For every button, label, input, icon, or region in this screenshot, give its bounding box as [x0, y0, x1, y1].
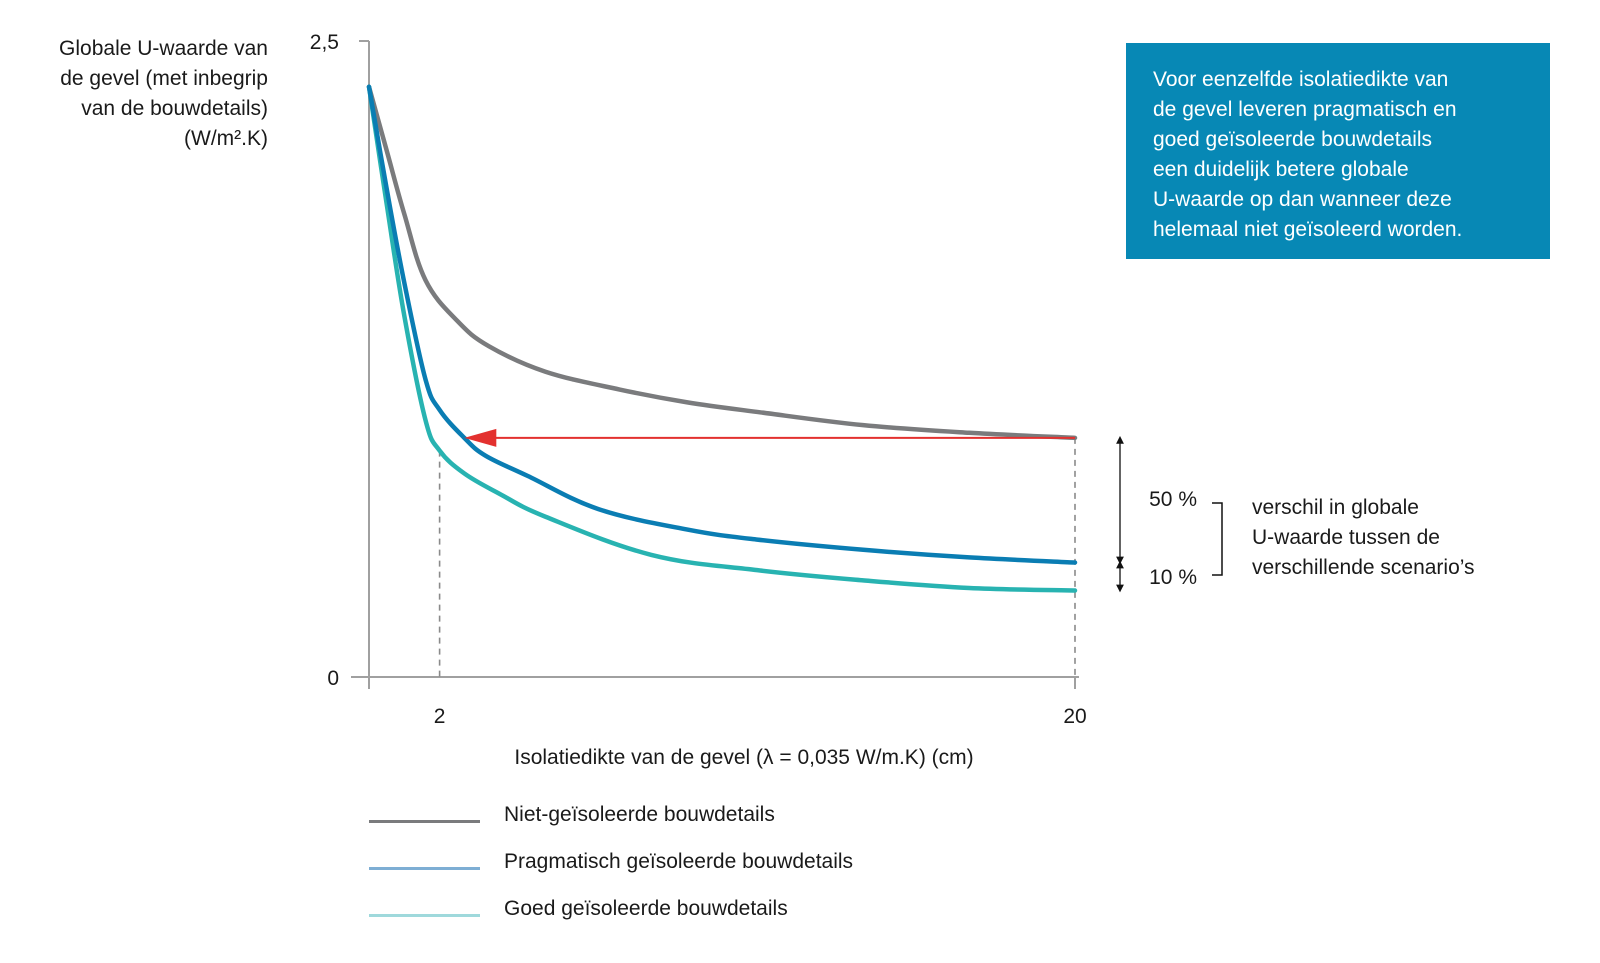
chart-plot: 0 2,5 2 20 Isolatiedikte van de gevel (λ… — [310, 31, 1223, 769]
legend-label: Pragmatisch geïsoleerde bouwdetails — [504, 850, 854, 873]
series-line-1 — [366, 84, 1078, 565]
y-axis-title-line: van de bouwdetails) — [81, 97, 268, 120]
legend-item: Pragmatisch geïsoleerde bouwdetails — [369, 847, 969, 877]
legend-item: Niet-geïsoleerde bouwdetails — [369, 800, 969, 830]
legend-swatch — [369, 914, 480, 917]
info-box-line: Voor eenzelfde isolatiedikte van — [1153, 68, 1449, 91]
y-axis-title: Globale U-waarde van de gevel (met inbeg… — [0, 34, 268, 154]
info-box-line: een duidelijk betere globale — [1153, 158, 1409, 181]
difference-description-line: verschil in globale — [1252, 496, 1419, 519]
info-box-line: helemaal niet geïsoleerd worden. — [1153, 218, 1463, 241]
bracket — [1212, 502, 1223, 576]
difference-description-line: U-waarde tussen de — [1252, 526, 1440, 549]
legend-label: Niet-geïsoleerde bouwdetails — [504, 803, 775, 826]
difference-description-line: verschillende scenario’s — [1252, 556, 1475, 579]
y-axis-title-line: Globale U-waarde van — [59, 37, 268, 60]
info-box-line: U-waarde op dan wanneer deze — [1153, 188, 1452, 211]
legend-label: Goed geïsoleerde bouwdetails — [504, 897, 788, 920]
series-line-2 — [366, 84, 1078, 593]
info-box-line: goed geïsoleerde bouwdetails — [1153, 128, 1433, 151]
x-tick-label: 20 — [1063, 705, 1086, 728]
x-tick-label: 2 — [434, 705, 446, 728]
difference-label: 10 % — [1149, 566, 1197, 589]
y-axis-title-line: (W/m².K) — [184, 127, 268, 150]
legend-item: Goed geïsoleerde bouwdetails — [369, 894, 969, 924]
y-tick-label: 2,5 — [310, 31, 339, 54]
legend-swatch — [369, 820, 480, 823]
info-box-line: de gevel leveren pragmatisch en — [1153, 98, 1457, 121]
info-box: Voor eenzelfde isolatiedikte van de geve… — [1126, 43, 1550, 259]
y-axis-title-line: de gevel (met inbegrip — [60, 67, 268, 90]
difference-label: 50 % — [1149, 488, 1197, 511]
series-line-0 — [366, 84, 1078, 441]
y-tick-label: 0 — [327, 667, 339, 690]
legend-swatch — [369, 867, 480, 870]
difference-description: verschil in globale U-waarde tussen de v… — [1252, 493, 1475, 583]
red-arrow-head — [464, 428, 497, 447]
x-axis-title: Isolatiedikte van de gevel (λ = 0,035 W/… — [514, 746, 973, 769]
